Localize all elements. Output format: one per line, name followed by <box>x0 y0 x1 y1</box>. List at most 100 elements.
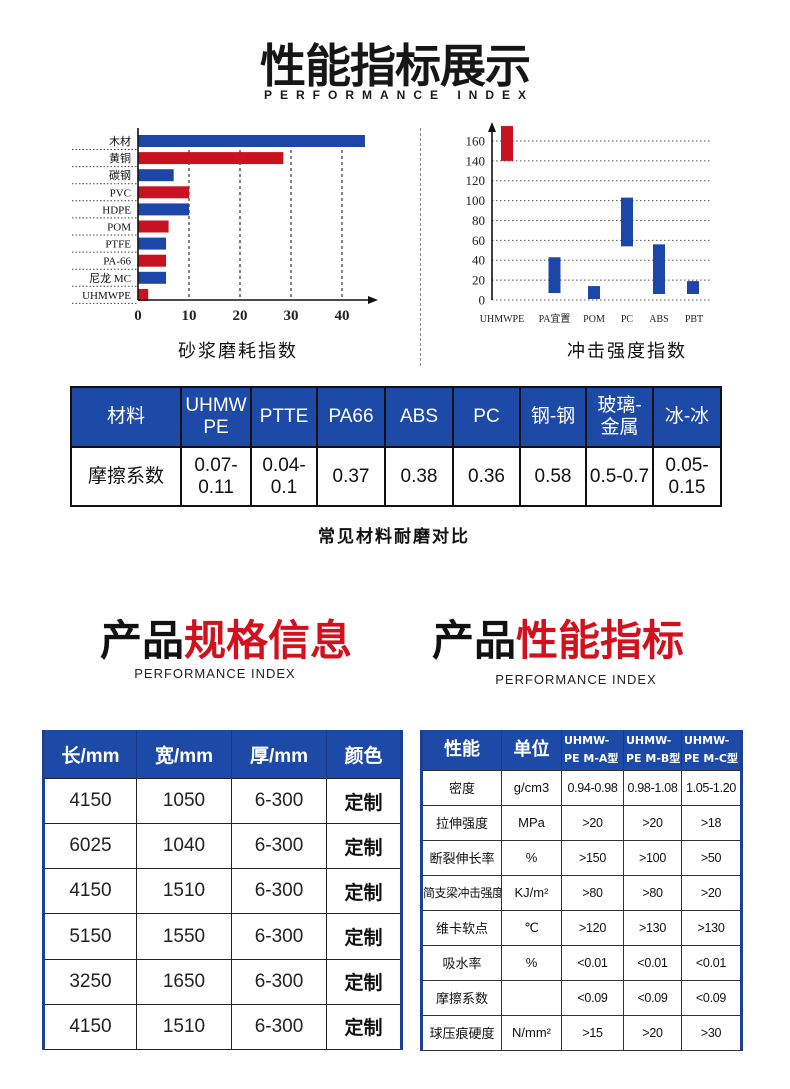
friction-header-row: 材料 UHMW PE PTTE PA66 ABS PC 钢-钢 玻璃- 金属 冰-冰 <box>70 386 722 448</box>
table-row: 4150 1510 6-300 定制 <box>43 1003 402 1050</box>
perf-title-black: 产品 <box>432 616 517 665</box>
y-tick-label: 140 <box>466 153 486 168</box>
friction-value-cell: 0.04- 0.1 <box>250 446 318 507</box>
perf-header-cell: 性能 <box>421 730 502 770</box>
spec-header-cell: 颜色 <box>326 730 402 779</box>
y-tick-label: 160 <box>466 133 486 148</box>
unit-cell: % <box>501 944 562 980</box>
category-label: PC <box>621 314 634 325</box>
category-label: 木材 <box>109 134 131 148</box>
category-label: POM <box>107 222 131 234</box>
category-label: PBT <box>685 314 703 325</box>
grade-header-cell: UHMW- PE M-A型 <box>561 730 624 770</box>
thickness-cell: 6-300 <box>231 823 327 869</box>
page-title: 性能指标展示 <box>260 39 531 93</box>
grade-value-cell: >18 <box>681 804 742 840</box>
range-bar <box>588 286 600 300</box>
y-tick-label: 20 <box>472 273 485 288</box>
width-cell: 1050 <box>136 777 232 824</box>
table-row: 拉伸强度 MPa >20 >20 >18 <box>421 804 742 840</box>
length-cell: 6025 <box>43 823 137 869</box>
category-label: UHMWPE <box>480 314 524 325</box>
grade-header-cell: UHMW- PE M-B型 <box>623 730 682 770</box>
thickness-cell: 6-300 <box>231 777 327 824</box>
spec-title-black: 产品 <box>100 616 185 665</box>
perf-section-title: 产品性能指标 <box>432 615 684 667</box>
range-bar <box>687 281 699 295</box>
x-tick-label: 0 <box>134 308 142 324</box>
material-name-cell: PA66 <box>316 386 386 448</box>
width-cell: 1550 <box>136 913 232 960</box>
length-cell: 3250 <box>43 958 137 1005</box>
y-tick-label: 80 <box>472 213 485 228</box>
unit-cell <box>501 979 562 1015</box>
category-label: POM <box>583 314 605 325</box>
x-tick-label: 40 <box>335 308 350 324</box>
range-bar <box>621 197 633 247</box>
length-cell: 4150 <box>43 1003 137 1050</box>
grade-value-cell: 1.05-1.20 <box>681 769 742 805</box>
abrasion-chart-caption: 砂浆磨耗指数 <box>178 341 298 362</box>
thickness-cell: 6-300 <box>231 913 327 960</box>
property-name-cell: 球压痕硬度 <box>421 1014 502 1050</box>
friction-value-cell: 0.5-0.7 <box>585 446 654 507</box>
y-tick-label: 60 <box>472 233 485 248</box>
property-name-cell: 摩擦系数 <box>421 979 502 1015</box>
impact-chart-caption: 冲击强度指数 <box>567 341 687 362</box>
material-name-cell: 钢-钢 <box>519 386 587 448</box>
thickness-cell: 6-300 <box>231 958 327 1005</box>
width-cell: 1650 <box>136 958 232 1005</box>
grade-value-cell: >30 <box>681 1014 742 1050</box>
x-tick-label: 10 <box>182 308 197 324</box>
spec-section-subtitle: PERFORMANCE INDEX <box>134 666 296 681</box>
width-cell: 1510 <box>136 1003 232 1050</box>
category-label: HDPE <box>102 204 131 216</box>
perf-header-cell: 单位 <box>501 730 562 770</box>
category-label: PVC <box>110 187 131 199</box>
table-row: 断裂伸长率% >150 >100 >50 <box>421 839 742 875</box>
grade-value-cell: >150 <box>561 839 624 875</box>
length-cell: 4150 <box>43 777 137 824</box>
table-row: 4150 1510 6-300 定制 <box>43 868 402 914</box>
chart-divider <box>420 128 421 366</box>
thickness-cell: 6-300 <box>231 1003 327 1050</box>
bar <box>138 271 167 284</box>
friction-table-caption: 常见材料耐磨对比 <box>318 527 470 547</box>
y-tick-label: 0 <box>479 293 486 308</box>
range-bar <box>501 126 513 161</box>
material-name-cell: ABS <box>384 386 454 448</box>
spec-section-title: 产品规格信息 <box>100 615 352 667</box>
category-label: PA-66 <box>103 256 131 268</box>
length-cell: 5150 <box>43 913 137 960</box>
table-row: 维卡软点 ℃ >120 >130 >130 <box>421 909 742 945</box>
category-label: PA宜置 <box>539 312 571 325</box>
thickness-cell: 6-300 <box>231 868 327 914</box>
table-row: 5150 1550 6-300 定制 <box>43 913 402 960</box>
friction-row-label: 摩擦系数 <box>70 446 182 507</box>
bar <box>138 288 149 301</box>
table-row: 4150 1050 6-300 定制 <box>43 777 402 824</box>
y-axis-arrow <box>488 122 496 132</box>
friction-value-cell: 0.05- 0.15 <box>652 446 722 507</box>
grade-value-cell: >20 <box>561 804 624 840</box>
color-cell: 定制 <box>326 823 402 869</box>
unit-cell: g/cm3 <box>501 769 562 805</box>
friction-value-cell: 0.07- 0.11 <box>180 446 252 507</box>
color-cell: 定制 <box>326 1003 402 1050</box>
perf-section-subtitle: PERFORMANCE INDEX <box>495 672 657 687</box>
grade-value-cell: 0.98-1.08 <box>623 769 682 805</box>
property-name-cell: 维卡软点 <box>421 909 502 945</box>
category-label: ABS <box>649 314 668 325</box>
bar <box>138 203 189 216</box>
property-name-cell: 简支梁冲击强度 <box>421 874 502 910</box>
table-row: 简支梁冲击强度 KJ/m² >80 >80 >20 <box>421 874 742 910</box>
category-label: 尼龙 MC <box>89 272 131 285</box>
range-bar <box>653 244 665 295</box>
grade-value-cell: >120 <box>561 909 624 945</box>
grade-value-cell: <0.09 <box>623 979 682 1015</box>
grade-value-cell: >130 <box>623 909 682 945</box>
table-row: 密度 g/cm3 0.94-0.98 0.98-1.08 1.05-1.20 <box>421 769 742 805</box>
property-name-cell: 拉伸强度 <box>421 804 502 840</box>
spec-header-cell: 长/mm <box>43 730 137 779</box>
bar <box>138 254 167 267</box>
